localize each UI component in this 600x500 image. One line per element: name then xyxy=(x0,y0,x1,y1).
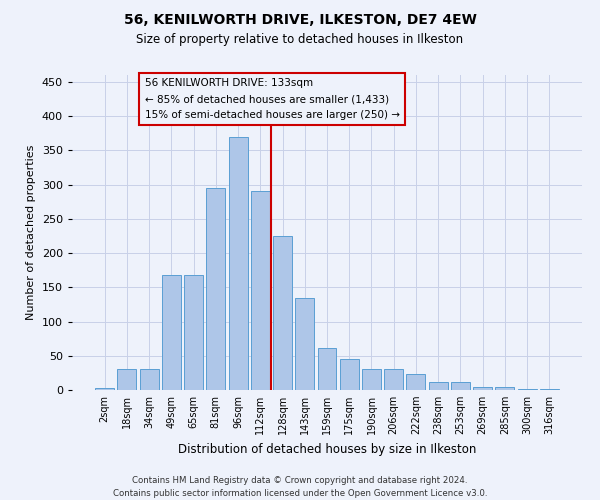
Bar xyxy=(384,370,403,390)
Bar xyxy=(429,382,448,390)
Bar xyxy=(229,136,248,390)
Bar xyxy=(496,386,514,390)
Bar xyxy=(295,298,314,390)
Bar xyxy=(140,370,158,390)
Bar xyxy=(451,382,470,390)
Bar xyxy=(362,370,381,390)
Bar xyxy=(406,374,425,390)
Bar xyxy=(95,388,114,390)
Text: Contains HM Land Registry data © Crown copyright and database right 2024.
Contai: Contains HM Land Registry data © Crown c… xyxy=(113,476,487,498)
Bar xyxy=(162,275,181,390)
Text: 56 KENILWORTH DRIVE: 133sqm
← 85% of detached houses are smaller (1,433)
15% of : 56 KENILWORTH DRIVE: 133sqm ← 85% of det… xyxy=(145,78,400,120)
Bar xyxy=(273,236,292,390)
Y-axis label: Number of detached properties: Number of detached properties xyxy=(26,145,36,320)
Text: Size of property relative to detached houses in Ilkeston: Size of property relative to detached ho… xyxy=(136,32,464,46)
Bar xyxy=(340,359,359,390)
Bar xyxy=(184,275,203,390)
Bar xyxy=(118,370,136,390)
Bar xyxy=(473,386,492,390)
Bar xyxy=(206,188,225,390)
Bar xyxy=(251,192,270,390)
Bar xyxy=(518,388,536,390)
Bar xyxy=(317,348,337,390)
Text: 56, KENILWORTH DRIVE, ILKESTON, DE7 4EW: 56, KENILWORTH DRIVE, ILKESTON, DE7 4EW xyxy=(124,12,476,26)
X-axis label: Distribution of detached houses by size in Ilkeston: Distribution of detached houses by size … xyxy=(178,442,476,456)
